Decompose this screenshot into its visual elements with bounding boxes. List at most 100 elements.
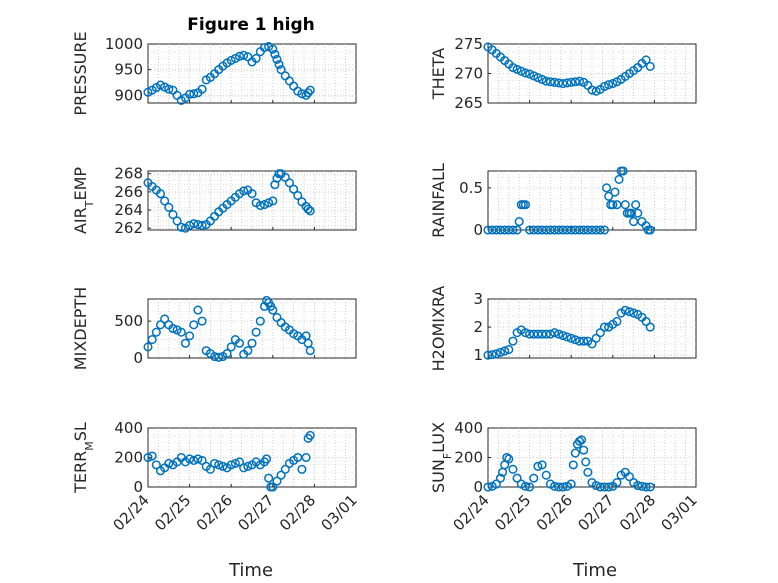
data-point (243, 346, 253, 356)
data-point (591, 86, 601, 96)
x-tick-label: 02/28 (616, 491, 659, 534)
data-point (500, 346, 510, 356)
data-point (529, 473, 539, 483)
data-point (303, 204, 313, 214)
data-point (629, 308, 639, 318)
data-point (631, 200, 641, 210)
data-point (226, 460, 236, 470)
data-point (272, 476, 282, 486)
data-point (504, 345, 514, 355)
y-axis-label: AIRTEMP (71, 167, 96, 234)
axes-box (147, 427, 357, 488)
data-point (155, 189, 166, 199)
data-point (512, 225, 522, 235)
axes-box (147, 43, 357, 104)
data-point (185, 220, 195, 231)
data-point (502, 452, 512, 463)
data-point (599, 482, 610, 492)
y-axis-label: RAINFALL (429, 163, 448, 238)
data-point (205, 464, 215, 474)
data-point (297, 89, 307, 99)
data-point (147, 451, 157, 461)
y-tick-label: 0 (133, 349, 143, 367)
data-point (612, 316, 622, 327)
y-tick-label: 266 (114, 183, 143, 201)
data-point (570, 448, 580, 458)
data-point (197, 455, 207, 466)
subplot-pressure: 900 950 1000 PRESSURE (71, 31, 357, 116)
data-point (604, 80, 614, 90)
axes-box (487, 170, 697, 231)
data-point (259, 200, 270, 210)
x-tick-label: 02/28 (276, 491, 319, 534)
data-point (160, 196, 170, 206)
data-point (147, 335, 157, 345)
data-point (624, 307, 634, 317)
data-point (545, 77, 555, 87)
y-tick-label: 268 (114, 165, 143, 183)
data-point (626, 208, 637, 218)
data-point (566, 333, 576, 343)
data-point (537, 74, 547, 84)
data-point (508, 464, 518, 474)
data-point (602, 183, 612, 193)
data-point (172, 216, 182, 226)
data-point (264, 473, 274, 483)
data-point (537, 460, 547, 470)
data-point (284, 178, 294, 188)
data-point (512, 473, 522, 483)
y-tick-label: 1000 (105, 35, 143, 53)
data-point (276, 470, 286, 480)
data-point (483, 350, 493, 360)
data-point (520, 481, 530, 491)
data-point (620, 200, 630, 210)
data-point (305, 85, 315, 95)
data-point (280, 464, 290, 474)
y-axis-label: THETA (429, 48, 448, 100)
data-point (533, 73, 543, 83)
data-point (583, 467, 593, 477)
data-point (218, 461, 228, 471)
data-point (255, 316, 265, 326)
data-point (637, 481, 647, 491)
y-axis-label: SUNFLUX (429, 422, 454, 493)
x-tick-label: 02/27 (574, 491, 617, 534)
data-point (234, 338, 245, 348)
subplot-rainfall: 0 0.5 RAINFALL (429, 163, 697, 239)
subplot-h2omixra: 1 2 3 H2OMIXRA (429, 286, 697, 372)
data-point (568, 460, 578, 470)
data-point (608, 78, 618, 89)
data-point (247, 189, 257, 199)
data-point (562, 78, 572, 88)
y-tick-label: 500 (114, 312, 143, 330)
data-point (618, 166, 628, 176)
data-point (612, 478, 622, 488)
data-point (520, 68, 530, 78)
data-point (268, 44, 278, 54)
figure-title: Figure 1 high (187, 15, 315, 35)
data-point (193, 305, 203, 315)
data-point (214, 352, 224, 362)
data-point (185, 331, 195, 341)
y-tick-label: 262 (114, 219, 143, 237)
data-point (262, 295, 272, 306)
data-point (504, 454, 514, 464)
y-axis-label: H2OMIXRA (429, 286, 448, 372)
data-point (495, 473, 506, 483)
data-point (641, 55, 651, 65)
data-point (570, 77, 580, 87)
data-point (550, 481, 560, 491)
data-point (305, 206, 315, 216)
data-point (164, 458, 174, 468)
data-point (599, 322, 610, 332)
data-point (189, 320, 199, 330)
data-point (268, 305, 278, 315)
data-point (226, 342, 236, 352)
data-point (143, 342, 153, 352)
y-tick-label: 275 (454, 35, 483, 53)
x-tick-label: 03/01 (658, 491, 701, 534)
x-tick-label: 02/26 (533, 491, 576, 534)
